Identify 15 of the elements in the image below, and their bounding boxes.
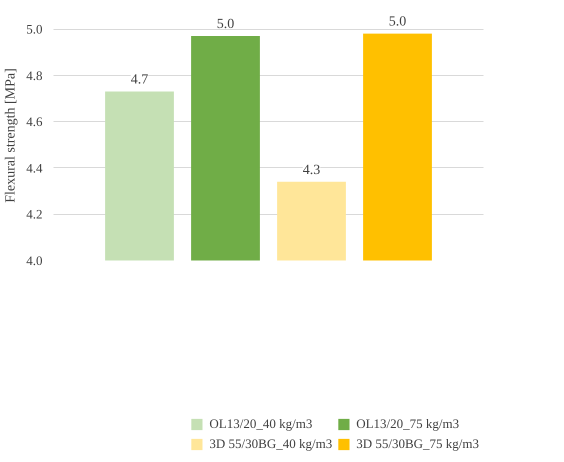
legend-label: OL13/20_40 kg/m3 [209, 416, 312, 432]
y-tick-label: 4.6 [26, 114, 43, 130]
y-tick-label: 4.4 [26, 160, 43, 176]
y-tick-label: 5.0 [26, 22, 42, 37]
y-axis-title: Flexural strength [MPa] [3, 68, 18, 203]
data-label: 4.3 [302, 162, 320, 178]
y-tick-label: 4.8 [26, 68, 42, 83]
legend-label: 3D 55/30BG_75 kg/m3 [356, 436, 479, 452]
data-label: 5.0 [216, 16, 234, 32]
legend-label: OL13/20_75 kg/m3 [356, 416, 460, 432]
data-label: 4.7 [130, 72, 148, 88]
legend-label: 3D 55/30BG_40 kg/m3 [209, 436, 332, 452]
y-tick-label: 4.0 [26, 253, 42, 268]
y-tick-label: 4.2 [26, 206, 42, 222]
data-label: 5.0 [388, 14, 406, 30]
